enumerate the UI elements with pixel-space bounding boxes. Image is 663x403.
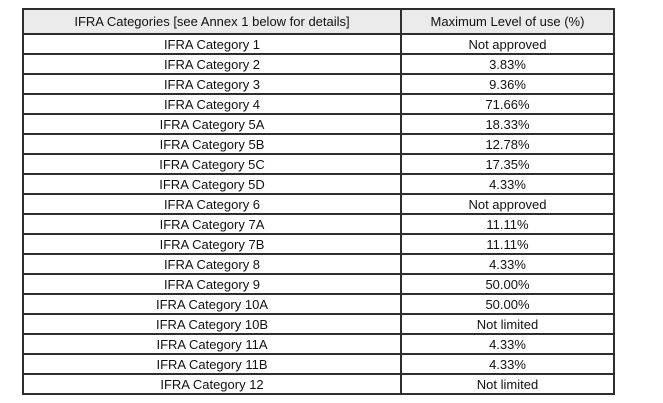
table-row: IFRA Category 6 Not approved xyxy=(22,193,615,215)
category-cell: IFRA Category 5A xyxy=(22,113,402,135)
max-level-cell: 4.33% xyxy=(400,173,615,195)
category-cell: IFRA Category 1 xyxy=(22,33,402,55)
table-row: IFRA Category 11B 4.33% xyxy=(22,353,615,375)
table-row: IFRA Category 8 4.33% xyxy=(22,253,615,275)
max-level-cell: 3.83% xyxy=(400,53,615,75)
category-cell: IFRA Category 10B xyxy=(22,313,402,335)
table-row: IFRA Category 12 Not limited xyxy=(22,373,615,395)
table-row: IFRA Category 10B Not limited xyxy=(22,313,615,335)
max-level-cell: 50.00% xyxy=(400,273,615,295)
category-cell: IFRA Category 11A xyxy=(22,333,402,355)
max-level-cell: Not approved xyxy=(400,33,615,55)
table-row: IFRA Category 5D 4.33% xyxy=(22,173,615,195)
max-level-cell: Not approved xyxy=(400,193,615,215)
max-level-cell: 4.33% xyxy=(400,253,615,275)
max-level-cell: 9.36% xyxy=(400,73,615,95)
category-cell: IFRA Category 4 xyxy=(22,93,402,115)
table-header-row: IFRA Categories [see Annex 1 below for d… xyxy=(22,8,615,35)
max-level-cell: Not limited xyxy=(400,313,615,335)
category-cell: IFRA Category 9 xyxy=(22,273,402,295)
category-cell: IFRA Category 8 xyxy=(22,253,402,275)
table-row: IFRA Category 5A 18.33% xyxy=(22,113,615,135)
category-cell: IFRA Category 12 xyxy=(22,373,402,395)
category-cell: IFRA Category 6 xyxy=(22,193,402,215)
ifra-usage-table: IFRA Categories [see Annex 1 below for d… xyxy=(22,8,615,395)
column-header-max-level: Maximum Level of use (%) xyxy=(400,8,615,35)
category-cell: IFRA Category 7B xyxy=(22,233,402,255)
table-row: IFRA Category 5B 12.78% xyxy=(22,133,615,155)
max-level-cell: 17.35% xyxy=(400,153,615,175)
column-header-ifra-categories: IFRA Categories [see Annex 1 below for d… xyxy=(22,8,402,35)
table-row: IFRA Category 7A 11.11% xyxy=(22,213,615,235)
table-row: IFRA Category 9 50.00% xyxy=(22,273,615,295)
max-level-cell: 71.66% xyxy=(400,93,615,115)
table-row: IFRA Category 10A 50.00% xyxy=(22,293,615,315)
table-row: IFRA Category 2 3.83% xyxy=(22,53,615,75)
category-cell: IFRA Category 5C xyxy=(22,153,402,175)
max-level-cell: 4.33% xyxy=(400,353,615,375)
table-row: IFRA Category 4 71.66% xyxy=(22,93,615,115)
max-level-cell: Not limited xyxy=(400,373,615,395)
category-cell: IFRA Category 5B xyxy=(22,133,402,155)
table-row: IFRA Category 11A 4.33% xyxy=(22,333,615,355)
category-cell: IFRA Category 11B xyxy=(22,353,402,375)
table-body: IFRA Category 1 Not approved IFRA Category… xyxy=(22,33,615,395)
max-level-cell: 11.11% xyxy=(400,233,615,255)
table-row: IFRA Category 7B 11.11% xyxy=(22,233,615,255)
max-level-cell: 11.11% xyxy=(400,213,615,235)
table-row: IFRA Category 5C 17.35% xyxy=(22,153,615,175)
max-level-cell: 4.33% xyxy=(400,333,615,355)
max-level-cell: 18.33% xyxy=(400,113,615,135)
category-cell: IFRA Category 7A xyxy=(22,213,402,235)
category-cell: IFRA Category 2 xyxy=(22,53,402,75)
max-level-cell: 50.00% xyxy=(400,293,615,315)
table-row: IFRA Category 3 9.36% xyxy=(22,73,615,95)
category-cell: IFRA Category 3 xyxy=(22,73,402,95)
table-row: IFRA Category 1 Not approved xyxy=(22,33,615,55)
category-cell: IFRA Category 5D xyxy=(22,173,402,195)
category-cell: IFRA Category 10A xyxy=(22,293,402,315)
max-level-cell: 12.78% xyxy=(400,133,615,155)
